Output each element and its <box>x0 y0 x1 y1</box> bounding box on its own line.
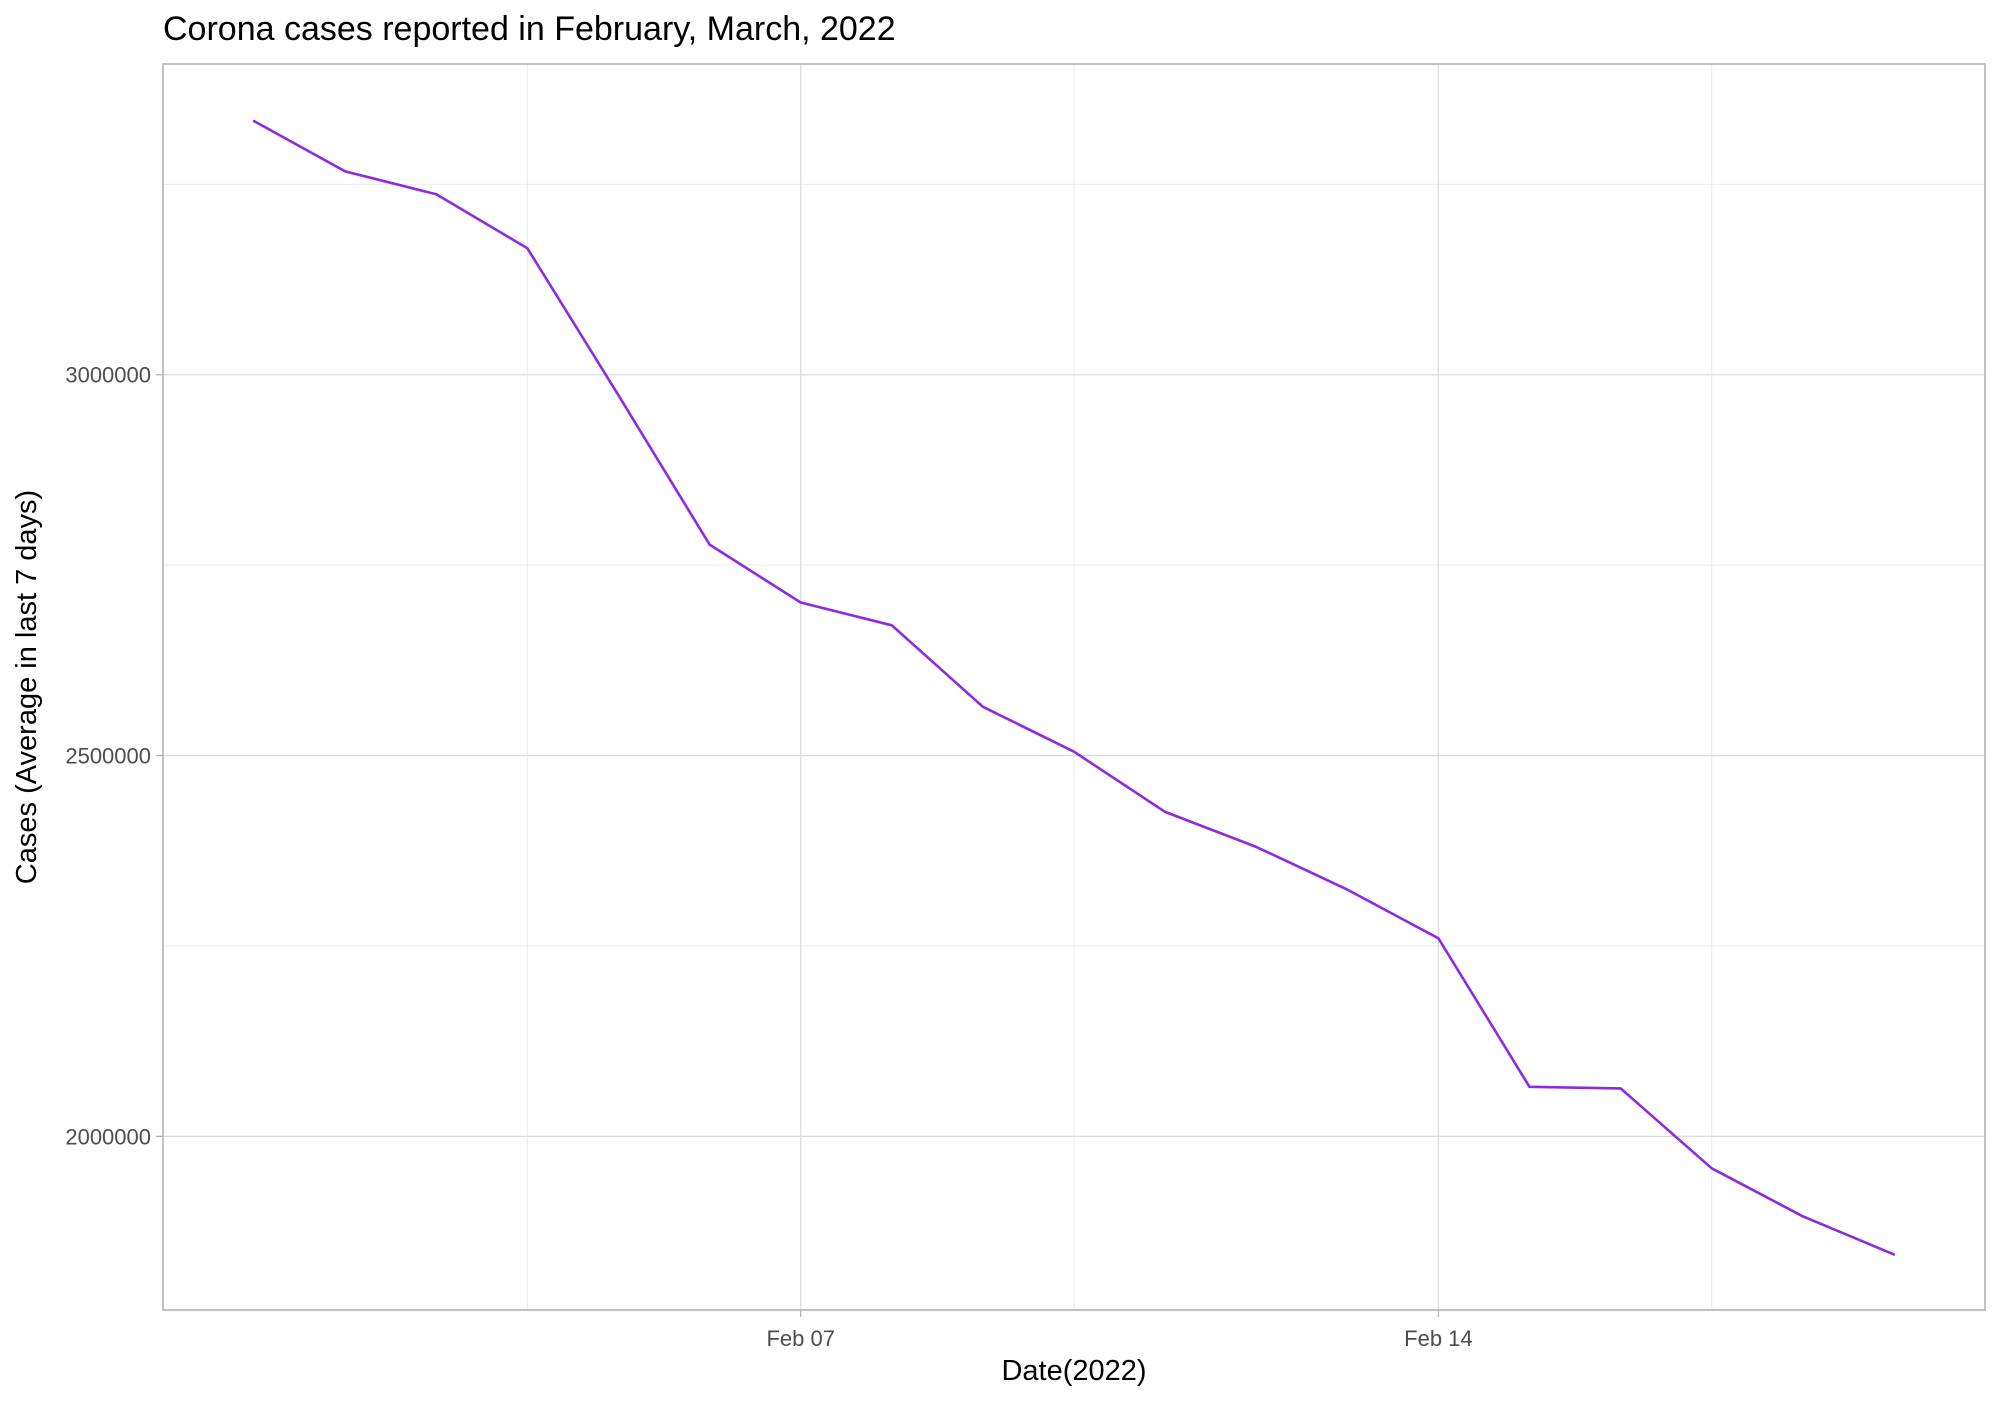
y-tick-label: 3000000 <box>65 363 151 388</box>
x-tick-label: Feb 07 <box>766 1326 835 1351</box>
cases-series-line <box>252 119 1896 1256</box>
plot-panel-border <box>162 63 1986 1311</box>
x-tick-label: Feb 14 <box>1404 1326 1473 1351</box>
y-tick-label: 2000000 <box>65 1124 151 1149</box>
x-axis-title: Date(2022) <box>1001 1355 1146 1387</box>
series-layer <box>252 119 1896 1256</box>
y-tick-label: 2500000 <box>65 744 151 769</box>
chart-title: Corona cases reported in February, March… <box>163 10 896 48</box>
y-axis-title: Cases (Average in last 7 days) <box>11 490 43 884</box>
axes: 2000000 2500000 3000000 Feb 07 Feb 14 <box>65 363 1472 1351</box>
grid <box>163 64 1985 1310</box>
